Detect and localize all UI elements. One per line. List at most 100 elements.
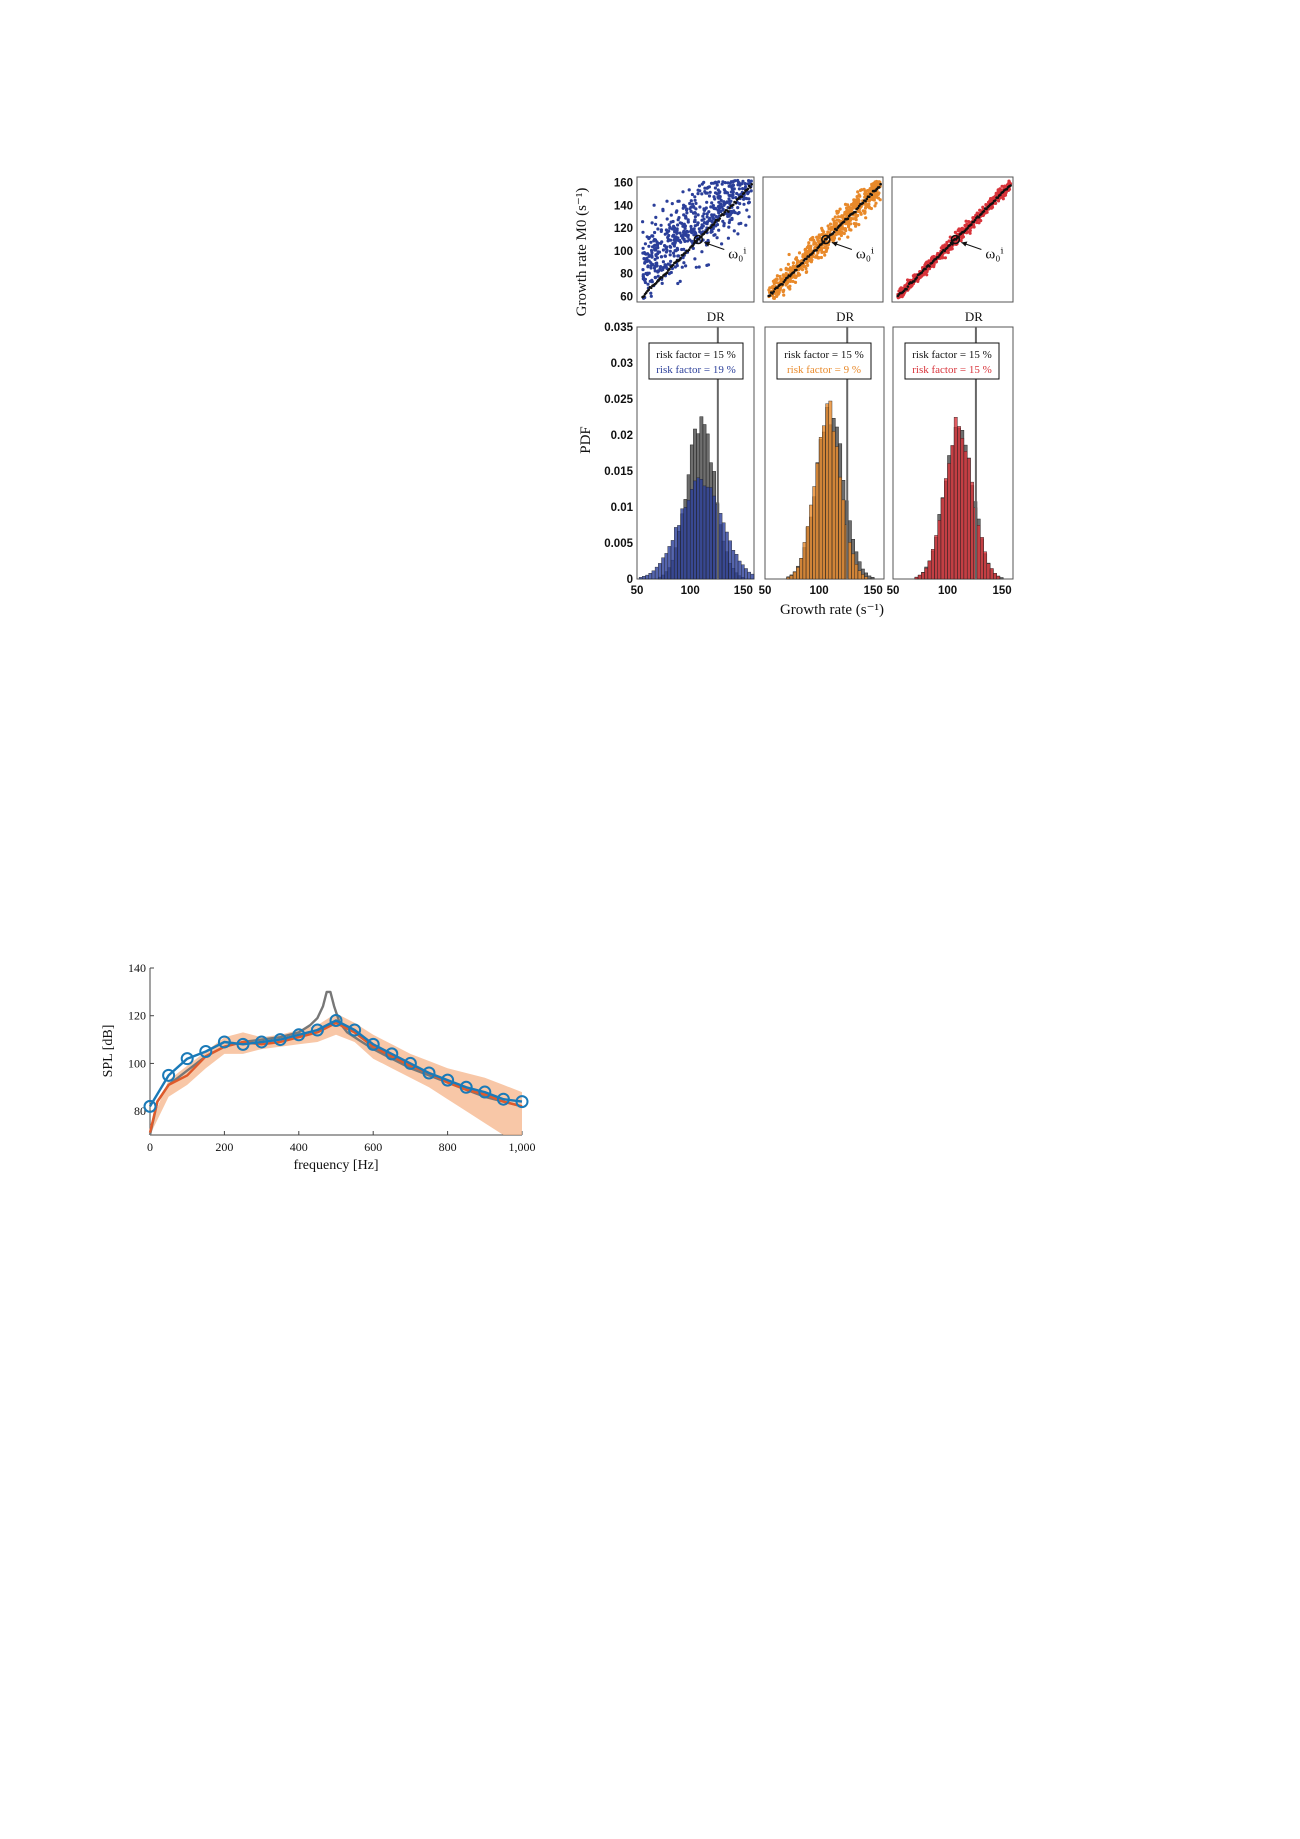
- scatter-point: [957, 227, 961, 231]
- scatter-reference-point: [945, 246, 949, 250]
- scatter-point: [863, 189, 867, 193]
- scatter-ytick-label: 80: [620, 269, 633, 281]
- hist-bar: [857, 570, 862, 580]
- scatter-point: [788, 284, 792, 288]
- scatter-point: [852, 206, 856, 210]
- scatter-point: [649, 240, 653, 244]
- scatter-point: [717, 211, 721, 215]
- scatter-point: [953, 230, 958, 234]
- scatter-point: [809, 260, 814, 264]
- scatter-point: [680, 247, 684, 252]
- scatter-point: [797, 267, 801, 272]
- scatter-point: [845, 209, 849, 213]
- scatter-point: [794, 257, 798, 261]
- scatter-point: [696, 192, 700, 196]
- scatter-point: [841, 227, 845, 231]
- scatter-point: [654, 215, 658, 219]
- scatter-point: [858, 194, 862, 198]
- scatter-point: [706, 185, 710, 189]
- scatter-point: [874, 183, 878, 187]
- scatter-reference-point: [811, 251, 814, 254]
- scatter-point: [684, 264, 688, 268]
- hist-bar: [664, 553, 669, 580]
- scatter-point: [972, 225, 976, 229]
- scatter-point: [741, 179, 745, 183]
- scatter-point: [645, 271, 650, 275]
- hist-bar: [648, 573, 653, 580]
- scatter-point: [715, 236, 719, 240]
- scatter-point: [746, 182, 750, 186]
- scatter-point: [706, 238, 710, 243]
- scatter-point: [656, 269, 660, 273]
- scatter-point: [668, 249, 672, 253]
- scatter-reference-point: [740, 195, 744, 198]
- scatter-point: [683, 226, 687, 230]
- hist-bar: [841, 499, 846, 580]
- scatter-reference-point: [743, 191, 746, 195]
- scatter-point: [717, 228, 721, 232]
- scatter-point: [665, 245, 669, 249]
- scatter-point: [659, 229, 663, 233]
- scatter-point: [669, 213, 673, 217]
- scatter-point: [736, 212, 740, 216]
- scatter-reference-point: [991, 201, 995, 205]
- hist-bar: [677, 525, 681, 580]
- hist-bar: [980, 537, 984, 580]
- scatter-point: [729, 194, 733, 198]
- hist-bar: [960, 438, 965, 580]
- scatter-point: [701, 214, 705, 218]
- scatter-reference-red: [896, 184, 1012, 298]
- scatter-point: [834, 221, 839, 225]
- scatter-point: [673, 265, 678, 269]
- scatter-point: [709, 181, 714, 185]
- scatter-point: [989, 197, 993, 201]
- scatter-reference-point: [943, 249, 946, 253]
- scatter-reference-point: [924, 267, 927, 271]
- scatter-point: [673, 241, 677, 245]
- hist-bar-reference: [999, 577, 1004, 580]
- hist-bar: [792, 571, 797, 580]
- hist-xtick-label: 50: [759, 585, 772, 597]
- hist-bar: [812, 486, 816, 580]
- scatter-reference-point: [864, 199, 867, 203]
- scatter-point: [846, 235, 850, 239]
- scatter-point: [801, 264, 806, 269]
- scatter-point: [773, 291, 777, 295]
- scatter-point: [848, 228, 852, 232]
- scatter-point: [873, 204, 877, 208]
- scatter-point: [686, 239, 690, 243]
- scatter-point: [683, 224, 688, 228]
- scatter-point: [872, 181, 876, 186]
- scatter-point: [731, 180, 735, 184]
- hist-bar: [993, 573, 997, 580]
- scatter-point: [693, 215, 698, 219]
- hist-bars-orange: [786, 400, 875, 580]
- scatter-reference-point: [732, 203, 735, 207]
- scatter-point: [967, 220, 971, 224]
- hist-xtick-label: 50: [631, 585, 644, 597]
- scatter-point: [730, 217, 734, 221]
- scatter-point: [663, 254, 668, 258]
- hist-legend: [904, 342, 1000, 380]
- scatter-point: [819, 255, 824, 260]
- scatter-point: [742, 197, 746, 201]
- scatter-reference-point: [999, 193, 1002, 196]
- scatter-point: [660, 281, 664, 285]
- scatter-point: [698, 205, 702, 209]
- scatter-point: [682, 261, 686, 265]
- scatter-point: [811, 235, 815, 240]
- scatter-point: [779, 268, 783, 272]
- hist-bar: [741, 564, 745, 580]
- scatter-points-blue: [641, 178, 753, 300]
- scatter-point: [941, 244, 945, 248]
- scatter-point: [727, 197, 731, 201]
- scatter-reference-point: [718, 217, 722, 220]
- scatter-point: [700, 182, 704, 186]
- scatter-point: [837, 237, 842, 241]
- scatter-point: [680, 221, 684, 225]
- scatter-reference-point: [783, 278, 787, 282]
- scatter-reference-point: [966, 227, 969, 230]
- hist-bar: [686, 499, 691, 580]
- scatter-reference-point: [727, 210, 730, 213]
- scatter-point: [738, 183, 742, 187]
